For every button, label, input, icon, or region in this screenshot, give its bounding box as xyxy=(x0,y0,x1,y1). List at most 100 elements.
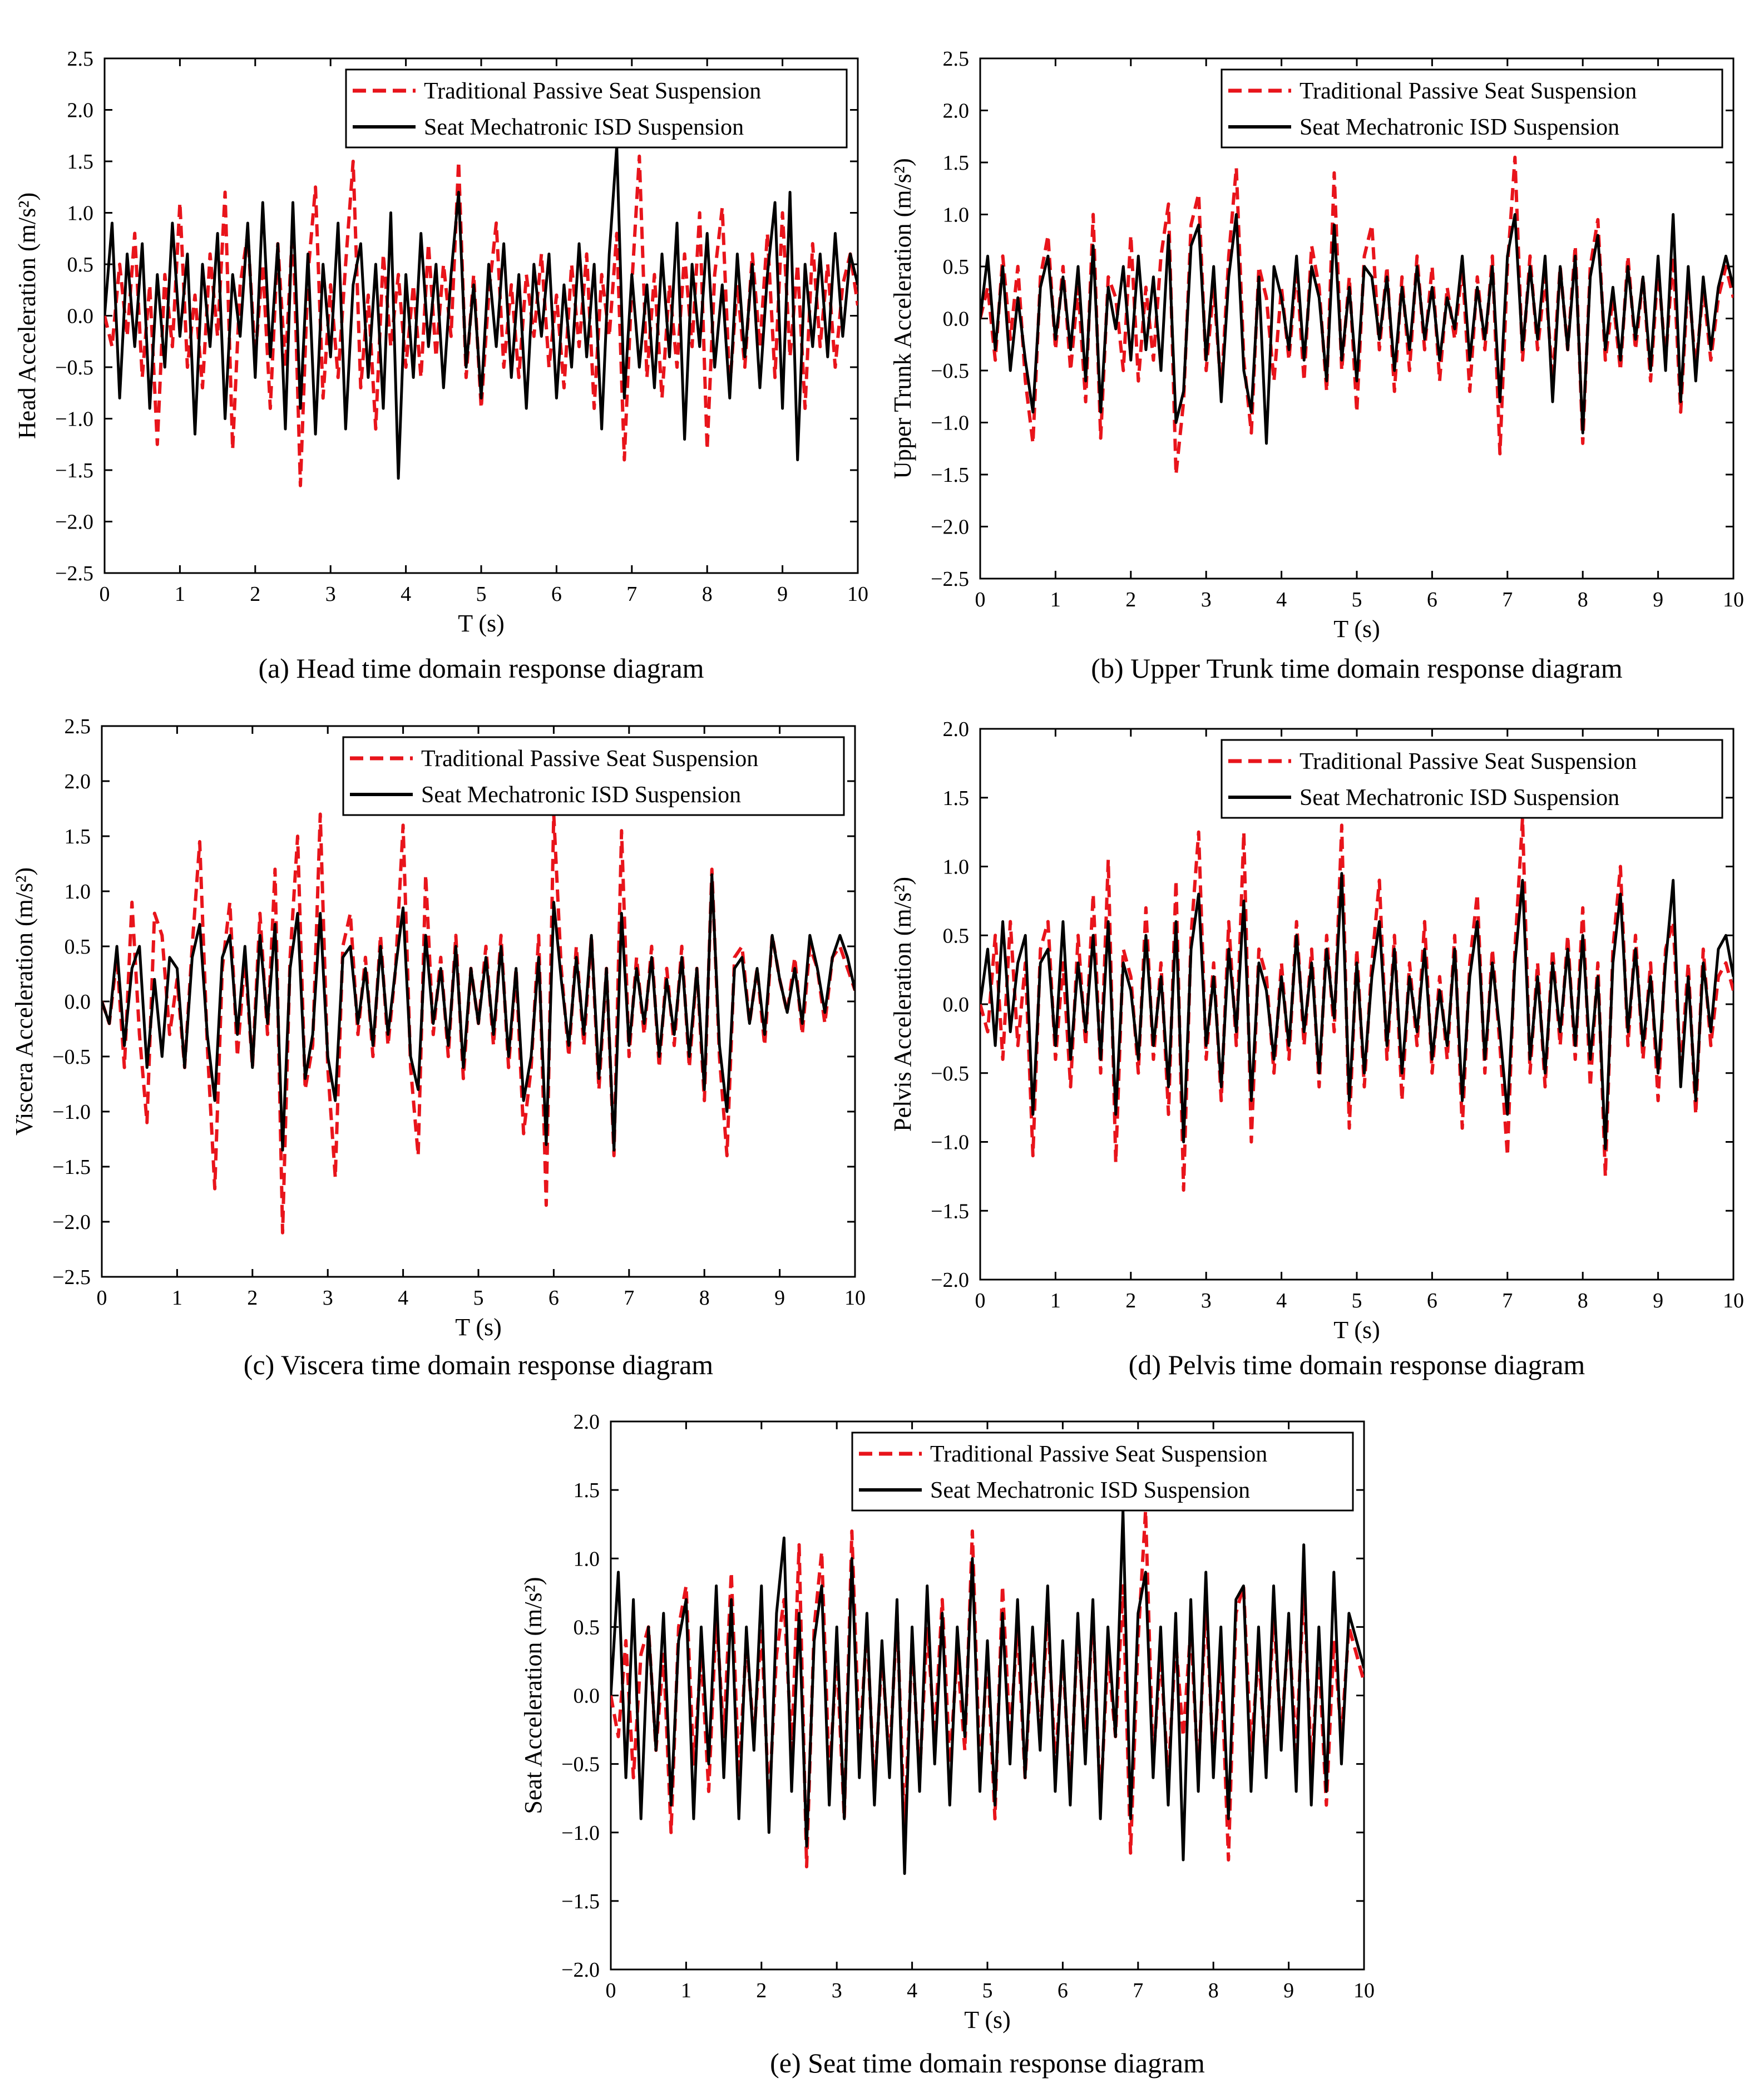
x-tick-label: 5 xyxy=(1352,588,1362,611)
legend-passive-label: Traditional Passive Seat Suspension xyxy=(930,1442,1267,1467)
y-tick-label: −1.5 xyxy=(931,1199,969,1223)
series-group xyxy=(102,812,855,1235)
series-group xyxy=(105,144,858,487)
y-tick-label: 1.0 xyxy=(574,1547,600,1571)
series-isd-line xyxy=(980,872,1733,1151)
x-axis-label: T (s) xyxy=(964,2006,1011,2033)
y-tick-label: 2.5 xyxy=(65,715,91,738)
series-group xyxy=(980,155,1733,476)
x-axis-label: T (s) xyxy=(1333,615,1380,643)
panel-caption: (a) Head time domain response diagram xyxy=(258,653,704,684)
panel-caption: (e) Seat time domain response diagram xyxy=(770,2047,1205,2079)
chart-seat: 0 1 2 3 4 5 6 7 8 9 10 2.0 1.5 1.0 0.5 0.0 −0.5 −1.0 −1.5 −… xyxy=(520,1410,1375,2079)
y-tick-label: −2.0 xyxy=(931,1268,969,1292)
x-tick-label: 8 xyxy=(702,582,713,606)
x-tick-label: 2 xyxy=(1125,588,1136,611)
y-tick-label: −0.5 xyxy=(931,359,969,383)
y-tick-label: 2.0 xyxy=(943,100,970,123)
x-axis-label: T (s) xyxy=(455,1314,502,1341)
y-tick-label: 1.0 xyxy=(65,880,91,904)
y-tick-label: −1.5 xyxy=(931,463,969,487)
legend-isd-label: Seat Mechatronic ISD Suspension xyxy=(424,115,744,140)
x-tick-label: 4 xyxy=(398,1286,408,1310)
x-tick-label: 6 xyxy=(1427,1289,1437,1312)
x-tick-label: 9 xyxy=(1653,1289,1663,1312)
x-tick-label: 0 xyxy=(100,582,110,606)
legend: Traditional Passive Seat Suspension Seat … xyxy=(851,1431,1354,1512)
y-tick-label: 2.0 xyxy=(65,770,91,793)
y-tick-label: 1.0 xyxy=(67,202,94,225)
y-tick-label: 1.0 xyxy=(943,204,970,227)
legend-box xyxy=(1221,739,1723,819)
x-tick-label: 7 xyxy=(626,582,637,606)
y-tick-label: −2.0 xyxy=(52,1211,91,1234)
y-tick-label: 0.0 xyxy=(943,993,970,1016)
x-tick-label: 7 xyxy=(624,1286,634,1310)
x-tick-label: 2 xyxy=(1125,1289,1136,1312)
x-tick-label: 3 xyxy=(323,1286,333,1310)
y-tick-label: −2.5 xyxy=(52,1266,91,1289)
x-tick-label: 9 xyxy=(1653,588,1663,611)
x-tick-label: 10 xyxy=(844,1286,866,1310)
legend: Traditional Passive Seat Suspension Seat … xyxy=(1221,68,1723,149)
chart-viscera: 0 1 2 3 4 5 6 7 8 9 10 2.5 2.0 1.5 1.0 0.5 0.0 −0.5 −1.0 −1… xyxy=(11,715,866,1380)
series-isd-line xyxy=(105,144,858,480)
y-tick-label: 2.0 xyxy=(574,1410,600,1434)
y-tick-label: −2.0 xyxy=(931,516,969,539)
y-tick-label: 1.5 xyxy=(943,787,970,810)
y-tick-label: 0.5 xyxy=(943,255,970,279)
x-tick-label: 3 xyxy=(1201,1289,1212,1312)
x-tick-label: 5 xyxy=(476,582,487,606)
x-tick-label: 4 xyxy=(401,582,411,606)
y-tick-label: 2.5 xyxy=(67,47,94,71)
x-tick-label: 4 xyxy=(907,1979,917,2002)
x-tick-label: 5 xyxy=(1352,1289,1362,1312)
x-tick-label: 1 xyxy=(1050,588,1061,611)
x-tick-label: 4 xyxy=(1276,1289,1287,1312)
y-tick-label: −1.5 xyxy=(52,1156,91,1179)
y-tick-label: 0.0 xyxy=(67,305,94,328)
x-tick-label: 9 xyxy=(777,582,788,606)
y-axis-label: Seat Acceleration (m/s²) xyxy=(520,1577,547,1814)
y-tick-label: 0.0 xyxy=(943,308,970,331)
y-tick-label: −0.5 xyxy=(52,1045,91,1069)
x-tick-label: 0 xyxy=(975,1289,986,1312)
y-tick-label: 0.5 xyxy=(65,935,91,959)
legend-isd-label: Seat Mechatronic ISD Suspension xyxy=(1299,785,1619,811)
y-tick-label: −1.5 xyxy=(561,1890,600,1913)
legend: Traditional Passive Seat Suspension Seat … xyxy=(345,68,848,149)
y-tick-label: −2.0 xyxy=(55,511,93,534)
x-tick-label: 7 xyxy=(1502,1289,1513,1312)
legend-box xyxy=(345,68,848,149)
y-tick-label: 0.5 xyxy=(67,253,94,277)
y-tick-label: 0.0 xyxy=(65,990,91,1014)
series-group xyxy=(611,1509,1364,1875)
x-tick-label: 7 xyxy=(1133,1979,1143,2002)
y-tick-label: 1.5 xyxy=(65,825,91,848)
x-tick-label: 3 xyxy=(832,1979,842,2002)
y-tick-label: −1.0 xyxy=(55,408,93,431)
panel-caption: (d) Pelvis time domain response diagram xyxy=(1129,1349,1585,1380)
panel-caption: (c) Viscera time domain response diagram xyxy=(244,1349,713,1380)
chart-head: 0 1 2 3 4 5 6 7 8 9 10 2.5 2.0 1.5 1.0 0.5 0.0 −0.5 −1.0 −1… xyxy=(13,47,868,684)
x-tick-label: 9 xyxy=(1283,1979,1294,2002)
legend-box xyxy=(851,1431,1354,1512)
x-tick-label: 10 xyxy=(1723,1289,1744,1312)
x-tick-label: 10 xyxy=(1723,588,1744,611)
y-tick-label: 1.5 xyxy=(943,151,970,175)
legend-passive-label: Traditional Passive Seat Suspension xyxy=(421,746,758,772)
x-tick-label: 10 xyxy=(847,582,868,606)
x-tick-label: 6 xyxy=(1427,588,1437,611)
y-tick-label: 2.5 xyxy=(943,47,970,71)
legend-isd-label: Seat Mechatronic ISD Suspension xyxy=(930,1478,1250,1503)
y-tick-label: 2.0 xyxy=(943,718,970,741)
x-tick-label: 1 xyxy=(1050,1289,1061,1312)
x-axis-label: T (s) xyxy=(458,610,505,637)
legend: Traditional Passive Seat Suspension Seat … xyxy=(342,736,845,816)
x-tick-label: 6 xyxy=(551,582,562,606)
x-tick-label: 2 xyxy=(250,582,260,606)
x-axis-label: T (s) xyxy=(1333,1316,1380,1344)
y-axis-label: Head Acceleration (m/s²) xyxy=(13,192,41,439)
y-axis-label: Viscera Acceleration (m/s²) xyxy=(11,867,38,1136)
